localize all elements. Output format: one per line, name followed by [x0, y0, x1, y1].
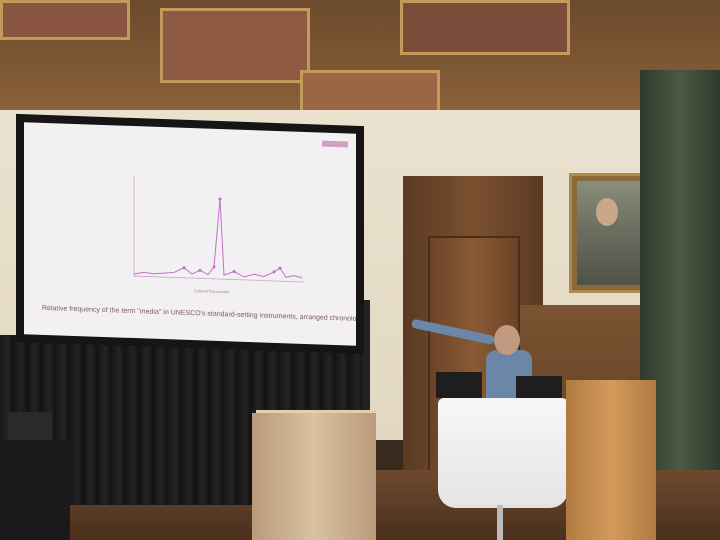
lectern	[252, 413, 376, 540]
portrait-painting	[577, 181, 641, 285]
portrait-face	[596, 198, 618, 226]
slide-point	[272, 270, 276, 274]
slide-points	[182, 197, 282, 274]
laptop	[436, 372, 482, 398]
slide-series-line	[133, 198, 303, 279]
laptop	[8, 412, 52, 440]
slide-chart	[133, 176, 304, 283]
ceiling-panel	[160, 8, 310, 83]
slide-point	[278, 266, 282, 270]
slide-point	[198, 268, 202, 272]
slide-point	[212, 265, 216, 269]
laptop	[516, 376, 562, 400]
slide-point	[182, 266, 186, 270]
wooden-cabinet	[566, 380, 656, 540]
camera-tripod	[362, 300, 370, 470]
left-desk	[0, 440, 70, 540]
ceiling-panel	[400, 0, 570, 55]
projection-screen: Cultural Documents Relative frequency of…	[24, 122, 356, 346]
ceiling-panel	[0, 0, 130, 40]
speaker-head	[494, 325, 520, 355]
table-leg	[497, 505, 503, 540]
slide-point	[232, 270, 236, 274]
slide-x-axis	[134, 275, 304, 283]
white-tablecloth-table	[438, 398, 568, 508]
slide-point	[218, 197, 222, 201]
